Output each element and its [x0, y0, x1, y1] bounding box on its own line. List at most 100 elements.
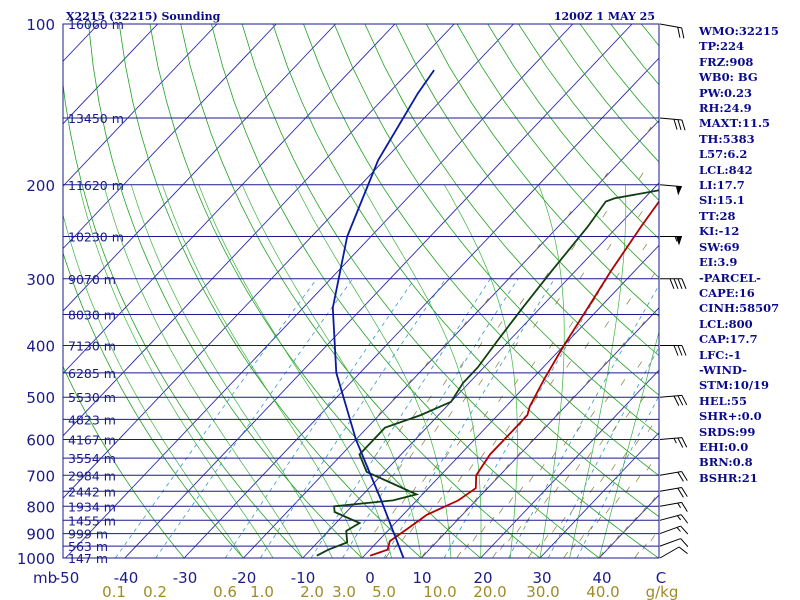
mixing-ratio-tick-label: 0.1 — [102, 583, 126, 600]
hatch-mark — [615, 272, 620, 279]
hatch-mark — [500, 543, 505, 550]
hatch-mark — [590, 298, 596, 305]
temperature-tick-label: -20 — [232, 569, 257, 587]
hatch-mark — [513, 379, 519, 386]
mixing-ratio-tick-label: 10.0 — [423, 583, 456, 600]
hatch-mark — [409, 526, 415, 533]
height-label: 4823 m — [68, 412, 116, 427]
height-label: 8030 m — [68, 308, 116, 323]
hatch-mark — [442, 379, 448, 386]
hatch-mark — [493, 475, 498, 483]
hatch-mark — [642, 243, 648, 251]
hatch-mark — [468, 464, 474, 471]
wind-barb — [659, 117, 686, 131]
hatch-mark — [483, 411, 489, 418]
hatch-mark — [585, 379, 590, 386]
height-label: 13450 m — [68, 111, 124, 126]
sounding-index-item: HEL:55 — [699, 393, 747, 408]
height-label: 6285 m — [68, 366, 116, 381]
hatch-mark — [472, 534, 478, 542]
height-label: 4167 m — [68, 433, 116, 448]
hatch-mark — [463, 507, 468, 514]
height-label: 3554 m — [68, 451, 116, 466]
pressure-tick-label: 100 — [26, 16, 55, 34]
hatch-mark — [462, 321, 467, 328]
hatch-mark — [634, 551, 640, 558]
sounding-index-item: L57:6.2 — [699, 147, 748, 162]
sounding-index-item: LCL:842 — [699, 162, 753, 177]
hatch-mark — [551, 451, 557, 459]
isotherm-line — [63, 24, 336, 312]
sounding-index-item: BRN:0.8 — [699, 455, 753, 470]
hatch-mark — [434, 425, 439, 432]
hatch-mark — [605, 507, 611, 514]
mixing-ratio-tick-label: 3.0 — [332, 583, 356, 600]
temperature-tick-label: C — [656, 569, 666, 587]
temperature-tick-label: -30 — [173, 569, 198, 587]
hatch-mark — [374, 526, 379, 533]
hatch-mark — [401, 497, 407, 504]
sounding-index-item: SI:15.1 — [699, 193, 745, 208]
sounding-index-item: CAPE:16 — [699, 285, 755, 300]
wind-barb — [659, 394, 688, 406]
wind-barb — [660, 278, 687, 289]
sounding-index-item: SHR+:0.0 — [699, 409, 762, 424]
hatch-mark — [568, 321, 574, 328]
hatch-mark — [407, 379, 412, 386]
pressure-tick-label: 600 — [26, 432, 55, 450]
mixing-ratio-tick-label: g/kg — [646, 583, 679, 600]
hatch-mark — [515, 451, 521, 459]
hatch-mark — [519, 411, 524, 418]
profile-line — [316, 189, 659, 557]
hatch-mark — [385, 551, 391, 558]
hatch-mark — [436, 534, 442, 542]
hatch-mark — [423, 361, 429, 368]
sounding-indices-panel: WMO:32215 TP:224 FRZ:908 WB0: BG PW:0.23 RH:2… — [699, 24, 799, 486]
sounding-index-item: RH:24.9 — [699, 101, 752, 116]
hatch-mark — [401, 534, 406, 542]
hatch-mark — [638, 210, 643, 218]
isotherm-line — [539, 431, 659, 558]
isotherm-line — [63, 24, 514, 499]
hatch-mark — [422, 475, 427, 483]
sounding-index-item: TH:5383 — [699, 131, 755, 146]
pressure-tick-label: 900 — [26, 526, 55, 544]
hatch-mark — [626, 298, 631, 305]
hatch-mark — [611, 464, 616, 471]
hatch-mark — [447, 411, 453, 418]
height-label: 1934 m — [68, 499, 116, 514]
pressure-tick-label: 800 — [26, 498, 55, 516]
hatch-mark — [397, 464, 403, 471]
hatch-mark — [530, 361, 536, 368]
hatch-mark — [428, 543, 434, 550]
hatch-mark — [620, 379, 626, 386]
wind-barb — [659, 538, 689, 547]
hatch-mark — [456, 551, 462, 558]
sounding-index-item: STM:10/19 — [699, 378, 770, 393]
hatch-mark — [650, 272, 656, 279]
isotherm-line — [124, 24, 633, 558]
hatch-mark — [641, 507, 646, 514]
hatch-mark — [625, 411, 631, 418]
plot-area — [63, 24, 659, 558]
hatch-mark — [566, 361, 571, 368]
mixing-ratio-line — [576, 395, 659, 558]
hatch-mark — [518, 486, 524, 494]
temperature-tick-label: 20 — [473, 569, 492, 587]
isotherm-line — [243, 119, 659, 558]
hatch-mark — [646, 464, 652, 471]
hatch-mark — [647, 425, 653, 432]
hatch-mark — [535, 243, 541, 251]
mixing-ratio-line — [383, 278, 555, 558]
hatch-mark — [392, 507, 397, 514]
wind-barb — [659, 437, 688, 448]
pressure-tick-label: 700 — [26, 467, 55, 485]
hatch-mark — [554, 411, 560, 418]
wind-barb — [659, 501, 688, 512]
height-label: 563 m — [68, 539, 108, 554]
sounding-index-item: MAXT:11.5 — [699, 116, 770, 131]
hatch-mark — [625, 486, 630, 494]
hatch-mark — [638, 172, 644, 180]
wind-barb — [659, 525, 689, 535]
